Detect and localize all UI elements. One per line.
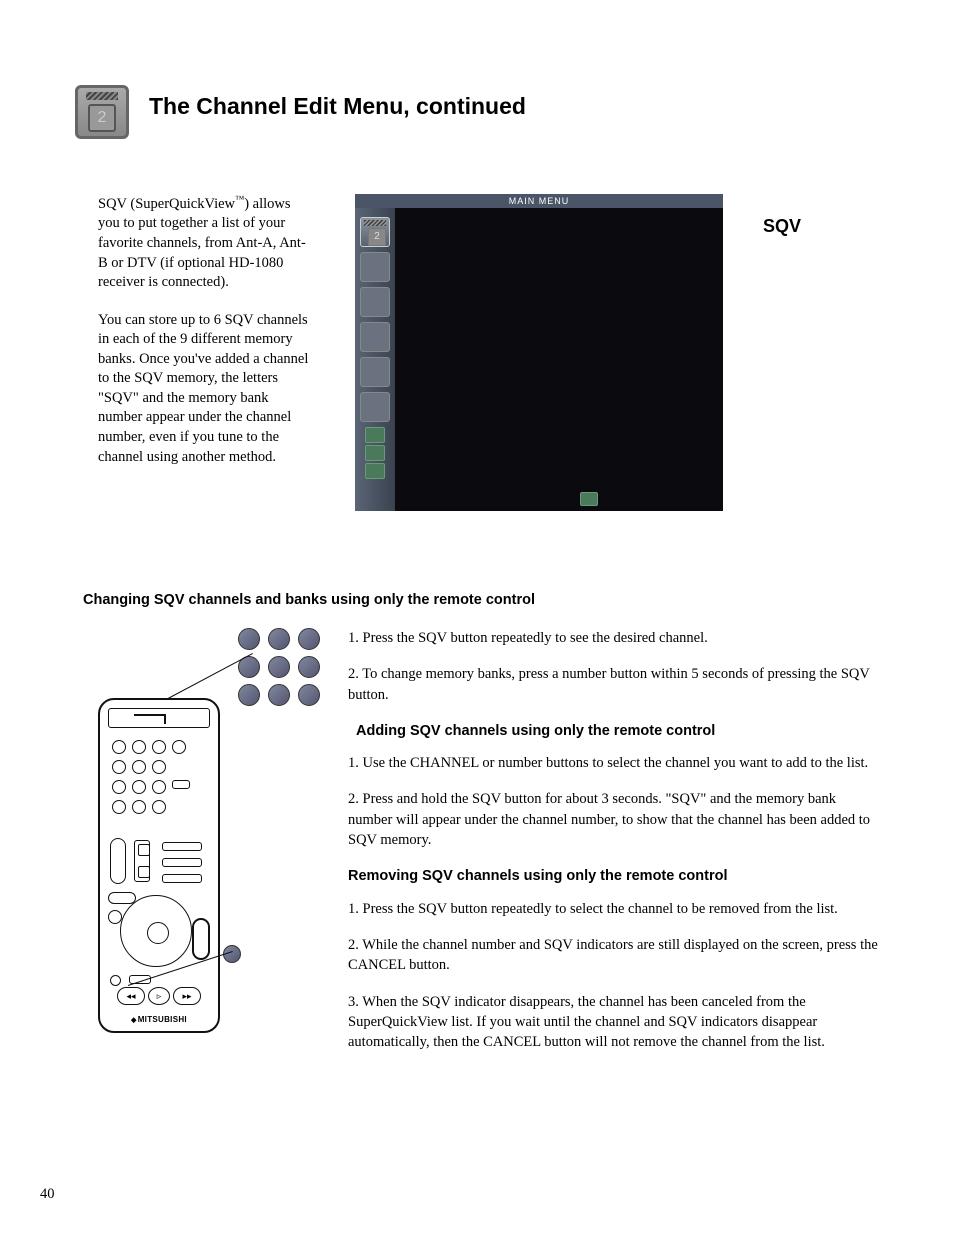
rewind-icon: ◂◂: [117, 987, 145, 1005]
remote-volume-rocker: [110, 838, 126, 884]
callout-number-button: [268, 684, 290, 706]
intro-para-2: You can store up to 6 SQV channels in ea…: [98, 311, 313, 468]
menu-small-icon: [365, 427, 385, 443]
removing-step-2: 2. While the channel number and SQV indi…: [348, 935, 879, 976]
intro-para-1: SQV (SuperQuickView™) allows you to put …: [98, 194, 313, 293]
remote-button: [132, 740, 146, 754]
removing-step-1: 1. Press the SQV button repeatedly to se…: [348, 899, 879, 919]
remote-mute-pad: [134, 840, 150, 882]
remote-transport: ◂◂ ▹ ▸▸: [110, 985, 208, 1007]
callout-number-button: [268, 656, 290, 678]
changing-step-2: 2. To change memory banks, press a numbe…: [348, 664, 879, 705]
remote-button: [172, 740, 186, 754]
intro-text: SQV (SuperQuickView™) allows you to put …: [98, 194, 313, 517]
changing-step-1: 1. Press the SQV button repeatedly to se…: [348, 628, 879, 648]
remote-button: [112, 780, 126, 794]
adding-step-2: 2. Press and hold the SQV button for abo…: [348, 789, 879, 850]
menu-sidebar: [355, 208, 395, 511]
section-icon: 2: [75, 85, 129, 139]
remote-channel-rocker: [192, 918, 210, 960]
callout-number-button: [298, 656, 320, 678]
section-icon-number: 2: [88, 104, 116, 132]
callout-number-button: [298, 684, 320, 706]
remote-button: [152, 740, 166, 754]
remote-button: [112, 760, 126, 774]
menu-icon-active: [360, 217, 390, 247]
menu-small-icon: [365, 463, 385, 479]
remote-control: ◂◂ ▹ ▸▸ MITSUBISHI: [98, 698, 220, 1033]
remote-button: [172, 780, 190, 789]
remote-button: [162, 874, 202, 883]
play-icon: ▹: [148, 987, 170, 1005]
callout-number-button: [238, 628, 260, 650]
remote-button: [152, 760, 166, 774]
remote-button: [108, 910, 122, 924]
menu-indicator-icon: [580, 492, 598, 506]
remote-diagram: ◂◂ ▹ ▸▸ MITSUBISHI: [98, 628, 348, 1068]
callout-number-button: [268, 628, 290, 650]
callout-number-button: [238, 684, 260, 706]
main-menu-screenshot: MAIN MENU: [343, 194, 723, 517]
remote-button: [162, 842, 202, 851]
menu-icon: [360, 322, 390, 352]
menu-icon: [360, 252, 390, 282]
remote-button: [162, 858, 202, 867]
section-heading-removing: Removing SQV channels using only the rem…: [348, 866, 879, 886]
menu-body: [355, 208, 723, 511]
page-number: 40: [40, 1186, 55, 1203]
remote-button: [132, 800, 146, 814]
removing-step-3: 3. When the SQV indicator disappears, th…: [348, 992, 879, 1053]
remote-button: [152, 800, 166, 814]
section-heading-changing: Changing SQV channels and banks using on…: [83, 592, 879, 608]
instructions-column: 1. Press the SQV button repeatedly to se…: [348, 628, 879, 1068]
section-heading-adding: Adding SQV channels using only the remot…: [348, 721, 879, 741]
menu-icon: [360, 392, 390, 422]
remote-button: [152, 780, 166, 794]
remote-dpad: [120, 895, 192, 967]
remote-button: [112, 800, 126, 814]
remote-button: [112, 740, 126, 754]
sqv-label: SQV: [753, 194, 801, 517]
menu-titlebar: MAIN MENU: [355, 194, 723, 208]
remote-brand-label: MITSUBISHI: [100, 1015, 218, 1024]
callout-number-button: [298, 628, 320, 650]
page-title: The Channel Edit Menu, continued: [149, 85, 526, 120]
remote-ir-panel: [108, 708, 210, 728]
forward-icon: ▸▸: [173, 987, 201, 1005]
adding-step-1: 1. Use the CHANNEL or number buttons to …: [348, 753, 879, 773]
remote-button: [132, 760, 146, 774]
menu-small-icon: [365, 445, 385, 461]
menu-icon: [360, 287, 390, 317]
remote-button: [132, 780, 146, 794]
remote-button: [108, 892, 136, 904]
menu-icon: [360, 357, 390, 387]
